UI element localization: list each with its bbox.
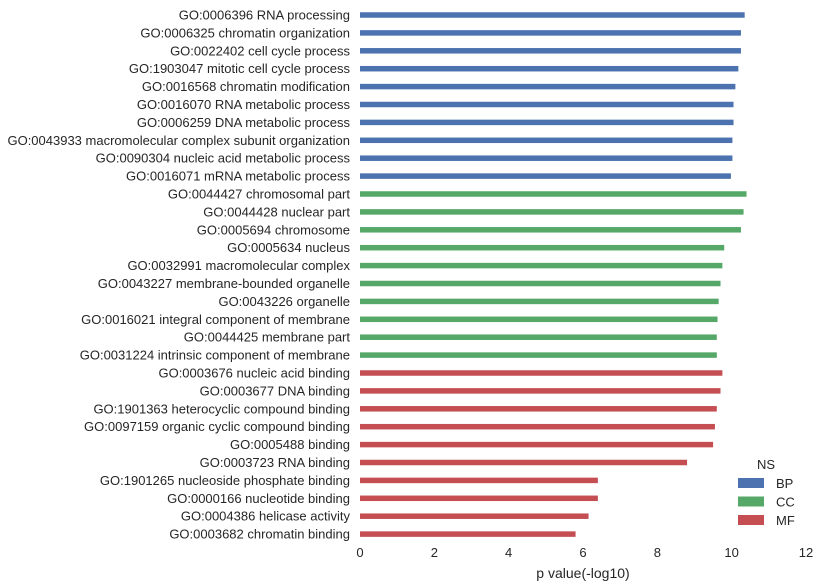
category-label: GO:0090304 nucleic acid metabolic proces…: [96, 151, 351, 166]
x-tick-label: 4: [505, 545, 512, 560]
bar-cc: [360, 334, 717, 340]
bar-cc: [360, 262, 723, 269]
bar-bp: [360, 119, 734, 126]
bar-mf: [360, 495, 598, 502]
category-label: GO:0044425 membrane part: [184, 330, 351, 345]
bar-bp: [360, 155, 733, 161]
category-label: GO:0005694 chromosome: [197, 222, 350, 237]
category-label: GO:0006396 RNA processing: [179, 8, 350, 23]
bar-mf: [360, 459, 688, 466]
category-label: GO:0044428 nuclear part: [203, 204, 350, 219]
category-label: GO:1901363 heterocyclic compound binding: [93, 401, 350, 416]
legend-label-mf: MF: [776, 513, 795, 528]
x-tick-label: 8: [654, 545, 661, 560]
category-label: GO:0003677 DNA binding: [200, 383, 350, 398]
bar-mf: [360, 423, 715, 430]
bar-cc: [360, 191, 747, 197]
legend-swatch-bp: [738, 478, 764, 488]
bar-mf: [360, 406, 717, 412]
category-label: GO:0016568 chromatin modification: [142, 79, 350, 94]
category-label: GO:0003676 nucleic acid binding: [158, 366, 350, 381]
bar-bp: [360, 137, 733, 144]
bar-mf: [360, 477, 598, 484]
legend-swatch-mf: [738, 515, 764, 525]
category-label: GO:0016071 mRNA metabolic process: [126, 169, 350, 184]
x-tick-label: 2: [431, 545, 438, 560]
x-tick-label: 12: [799, 545, 813, 560]
x-axis-label: p value(-log10): [536, 565, 629, 581]
bar-bp: [360, 30, 741, 36]
category-label: GO:0031224 intrinsic component of membra…: [80, 348, 350, 363]
category-label: GO:0022402 cell cycle process: [170, 43, 350, 58]
category-label: GO:0032991 macromolecular complex: [127, 258, 350, 273]
legend-entries: BP CC MF: [738, 476, 795, 528]
bar-bp: [360, 173, 731, 179]
bars-layer: [360, 12, 747, 537]
bar-bp: [360, 12, 745, 18]
bar-mf: [360, 370, 723, 376]
x-axis-ticks: 0 2 4 6 8 10 12: [356, 545, 813, 560]
category-label: GO:0016021 integral component of membran…: [81, 312, 350, 327]
bar-cc: [360, 244, 725, 251]
category-label: GO:1903047 mitotic cell cycle process: [129, 61, 351, 76]
category-label: GO:0043933 macromolecular complex subuni…: [7, 133, 350, 148]
category-label: GO:0003682 chromatin binding: [169, 527, 350, 542]
x-tick-label: 6: [579, 545, 586, 560]
category-label: GO:0043227 membrane-bounded organelle: [98, 276, 350, 291]
category-label: GO:1901265 nucleoside phosphate binding: [100, 473, 350, 488]
bar-cc: [360, 316, 718, 323]
category-label: GO:0003723 RNA binding: [200, 455, 350, 470]
bar-bp: [360, 83, 736, 90]
category-label: GO:0097159 organic cyclic compound bindi…: [84, 419, 350, 434]
category-label: GO:0006325 chromatin organization: [140, 25, 350, 40]
legend-swatch-cc: [738, 496, 764, 507]
bar-mf: [360, 388, 721, 394]
category-label: GO:0043226 organelle: [218, 294, 350, 309]
legend-label-bp: BP: [776, 476, 793, 491]
category-label: GO:0005634 nucleus: [227, 240, 350, 255]
legend-label-cc: CC: [776, 495, 795, 510]
bar-mf: [360, 513, 589, 519]
bar-cc: [360, 209, 744, 215]
bar-cc: [360, 227, 741, 233]
category-label: GO:0016070 RNA metabolic process: [137, 97, 351, 112]
bar-bp: [360, 65, 739, 72]
category-labels: GO:0006396 RNA processing GO:0006325 chro…: [7, 8, 350, 542]
category-label: GO:0006259 DNA metabolic process: [137, 115, 351, 130]
bar-cc: [360, 280, 721, 287]
x-tick-label: 0: [356, 545, 363, 560]
legend-title: NS: [757, 457, 775, 472]
bar-mf: [360, 531, 576, 537]
bar-bp: [360, 101, 734, 108]
category-label: GO:0000166 nucleotide binding: [167, 491, 350, 506]
category-label: GO:0004386 helicase activity: [181, 509, 351, 524]
bar-bp: [360, 48, 741, 54]
bar-cc: [360, 298, 719, 305]
category-label: GO:0044427 chromosomal part: [168, 187, 350, 202]
bar-cc: [360, 352, 717, 358]
bar-mf: [360, 441, 714, 448]
x-tick-label: 10: [724, 545, 738, 560]
legend: NS BP CC MF: [738, 457, 795, 528]
category-label: GO:0005488 binding: [230, 437, 350, 452]
